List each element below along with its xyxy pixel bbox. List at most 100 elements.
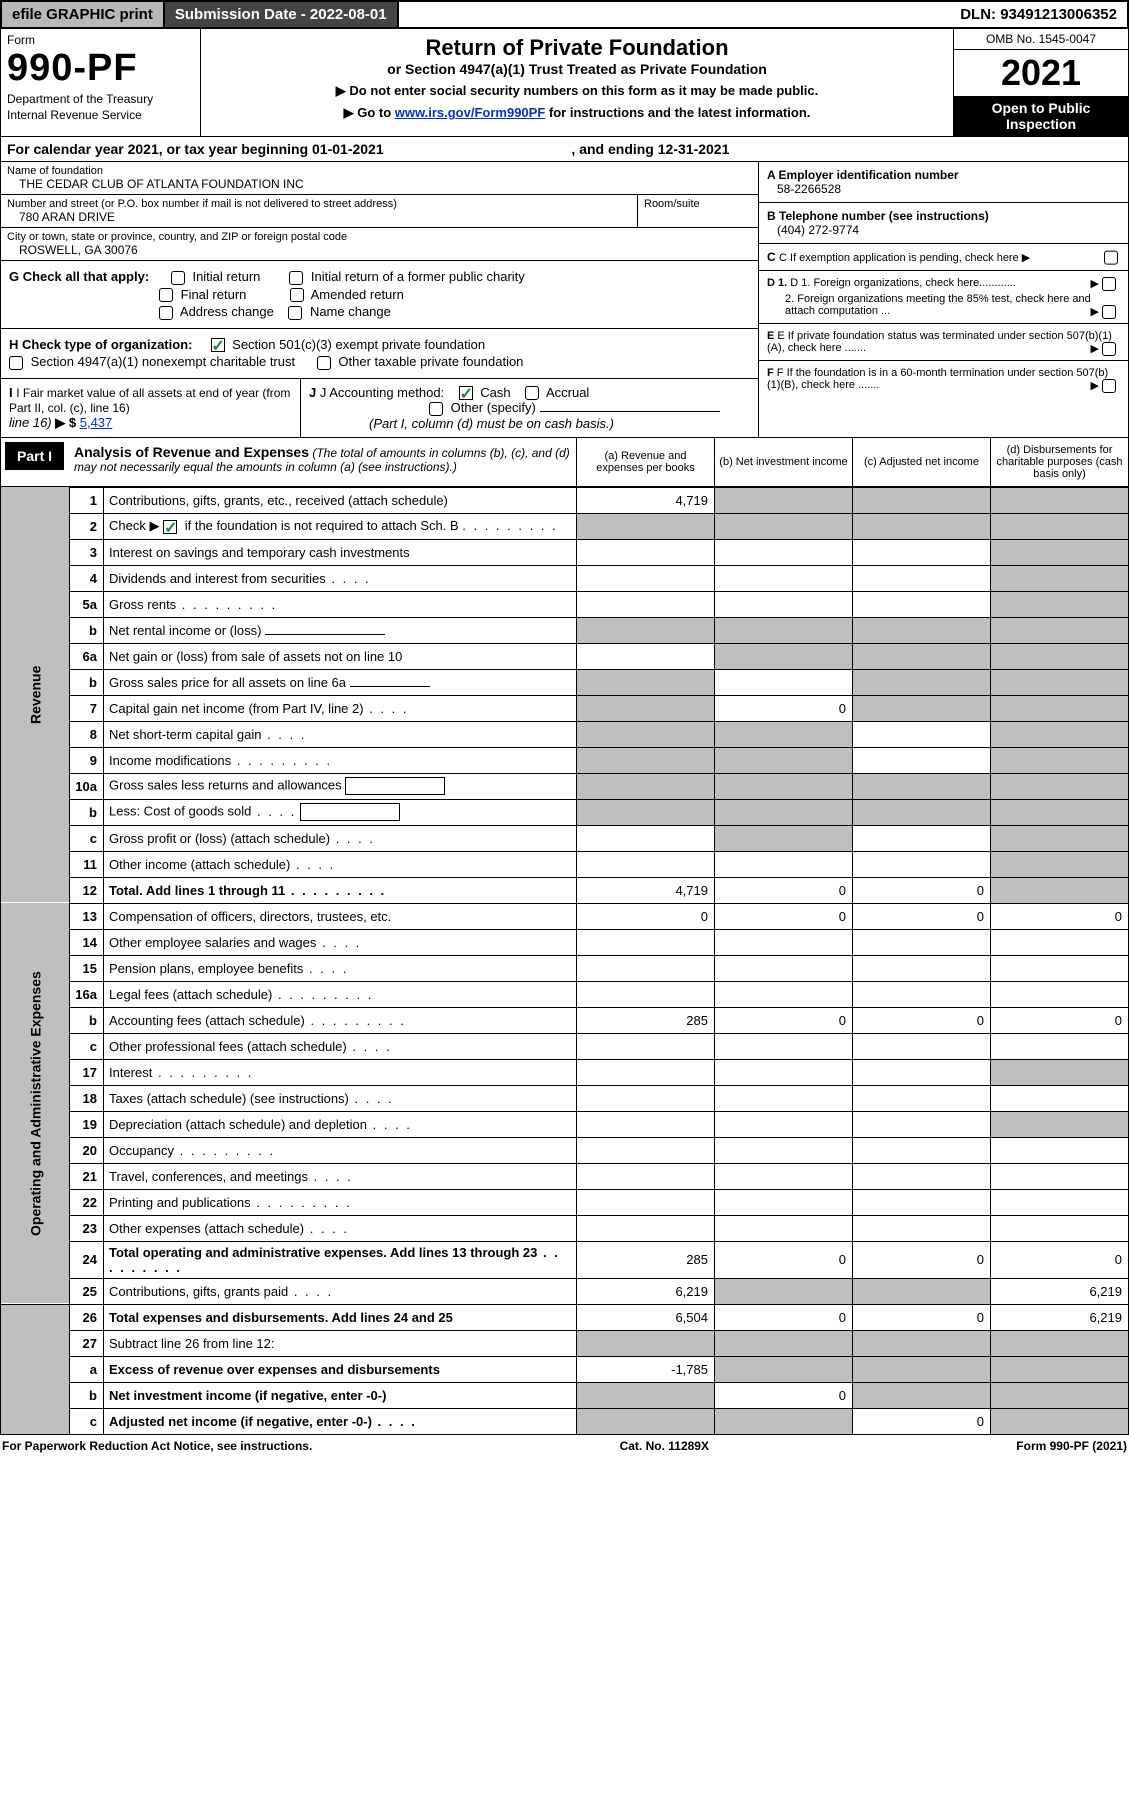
cal-begin: 01-01-2021	[312, 141, 384, 157]
line-16c-desc: Other professional fees (attach schedule…	[104, 1033, 577, 1059]
form-note-1: ▶ Do not enter social security numbers o…	[211, 83, 943, 99]
line-16a-desc: Legal fees (attach schedule)	[104, 981, 577, 1007]
line-24-d: 0	[991, 1241, 1129, 1278]
line-27b-desc: Net investment income (if negative, ente…	[104, 1382, 577, 1408]
line-11-desc: Other income (attach schedule)	[104, 851, 577, 877]
page-footer: For Paperwork Reduction Act Notice, see …	[0, 1435, 1129, 1457]
phone-label: B Telephone number (see instructions)	[767, 209, 989, 223]
form-word: Form	[7, 33, 194, 47]
line-21-desc: Travel, conferences, and meetings	[104, 1163, 577, 1189]
final-return-checkbox[interactable]	[159, 288, 173, 302]
line-4-desc: Dividends and interest from securities	[104, 565, 577, 591]
i-arrow: ▶ $	[55, 415, 76, 430]
col-c-header: (c) Adjusted net income	[852, 438, 990, 486]
other-method-checkbox[interactable]	[429, 402, 443, 416]
line-9-desc: Income modifications	[104, 747, 577, 773]
form-header: Form 990-PF Department of the Treasury I…	[0, 29, 1129, 137]
cal-mid: , and ending	[571, 141, 657, 157]
form-number: 990-PF	[7, 47, 194, 90]
omb-number: OMB No. 1545-0047	[954, 29, 1128, 50]
tax-year: 2021	[954, 50, 1128, 96]
line-13-a: 0	[577, 903, 715, 929]
cash-label: Cash	[480, 385, 510, 400]
line-22-desc: Printing and publications	[104, 1189, 577, 1215]
f-checkbox[interactable]	[1102, 379, 1116, 393]
e-checkbox[interactable]	[1102, 342, 1116, 356]
line-6a-desc: Net gain or (loss) from sale of assets n…	[104, 643, 577, 669]
line-7-desc: Capital gain net income (from Part IV, l…	[104, 695, 577, 721]
initial-former-checkbox[interactable]	[289, 271, 303, 285]
line-7-b: 0	[715, 695, 853, 721]
line-19-desc: Depreciation (attach schedule) and deple…	[104, 1111, 577, 1137]
ein-cell: A Employer identification number 58-2266…	[759, 162, 1128, 203]
form-note-2: ▶ Go to www.irs.gov/Form990PF for instru…	[211, 105, 943, 121]
col-a-header: (a) Revenue and expenses per books	[576, 438, 714, 486]
line-12-desc: Total. Add lines 1 through 11	[104, 877, 577, 903]
footer-right: Form 990-PF (2021)	[1016, 1439, 1127, 1453]
h-check-block: H Check type of organization: Section 50…	[1, 329, 758, 379]
4947a1-checkbox[interactable]	[9, 356, 23, 370]
form-title-block: Return of Private Foundation or Section …	[201, 29, 953, 136]
street-address: 780 ARAN DRIVE	[7, 210, 631, 224]
line-26-b: 0	[715, 1304, 853, 1330]
d1-checkbox[interactable]	[1102, 277, 1116, 291]
line-26-a: 6,504	[577, 1304, 715, 1330]
line-24-b: 0	[715, 1241, 853, 1278]
d-foreign-cell: D 1. D 1. Foreign organizations, check h…	[759, 271, 1128, 324]
form-subtitle: or Section 4947(a)(1) Trust Treated as P…	[211, 61, 943, 77]
line-12-c: 0	[853, 877, 991, 903]
line-16b-c: 0	[853, 1007, 991, 1033]
submission-date: Submission Date - 2022-08-01	[165, 2, 399, 27]
ein-label: A Employer identification number	[767, 168, 959, 182]
open-public-badge: Open to Public Inspection	[954, 96, 1128, 136]
line-2-desc: Check ▶ if the foundation is not require…	[104, 513, 577, 539]
line-14-desc: Other employee salaries and wages	[104, 929, 577, 955]
irs-label: Internal Revenue Service	[7, 108, 194, 122]
line-13-c: 0	[853, 903, 991, 929]
accrual-checkbox[interactable]	[525, 386, 539, 400]
line-12-a: 4,719	[577, 877, 715, 903]
fmv-value-link[interactable]: 5,437	[80, 415, 113, 430]
d2-label: 2. Foreign organizations meeting the 85%…	[785, 293, 1091, 317]
part1-desc: Analysis of Revenue and Expenses (The to…	[68, 438, 576, 486]
line-25-d: 6,219	[991, 1278, 1129, 1304]
line-27b-b: 0	[715, 1382, 853, 1408]
line-25-desc: Contributions, gifts, grants paid	[104, 1278, 577, 1304]
cash-checkbox[interactable]	[459, 386, 473, 400]
sch-b-checkbox[interactable]	[163, 520, 177, 534]
name-change-checkbox[interactable]	[288, 306, 302, 320]
initial-return-checkbox[interactable]	[171, 271, 185, 285]
note2-post: for instructions and the latest informat…	[549, 105, 810, 120]
line-27-desc: Subtract line 26 from line 12:	[104, 1330, 577, 1356]
e-terminated-cell: E E If private foundation status was ter…	[759, 324, 1128, 361]
line-13-desc: Compensation of officers, directors, tru…	[104, 903, 577, 929]
efile-topbar: efile GRAPHIC print Submission Date - 20…	[0, 0, 1129, 29]
d2-checkbox[interactable]	[1102, 305, 1116, 319]
address-change-label: Address change	[180, 304, 274, 319]
amended-return-checkbox[interactable]	[290, 288, 304, 302]
entity-info-grid: Name of foundation THE CEDAR CLUB OF ATL…	[0, 162, 1129, 438]
line-8-desc: Net short-term capital gain	[104, 721, 577, 747]
c-label: C If exemption application is pending, c…	[779, 252, 1030, 264]
line-10c-desc: Gross profit or (loss) (attach schedule)	[104, 825, 577, 851]
irs-link[interactable]: www.irs.gov/Form990PF	[395, 105, 546, 120]
form-id-block: Form 990-PF Department of the Treasury I…	[1, 29, 201, 136]
line-27c-c: 0	[853, 1408, 991, 1434]
accrual-label: Accrual	[546, 385, 589, 400]
line-18-desc: Taxes (attach schedule) (see instruction…	[104, 1085, 577, 1111]
f-label: F If the foundation is in a 60-month ter…	[767, 367, 1108, 391]
line-16b-a: 285	[577, 1007, 715, 1033]
h-label: H Check type of organization:	[9, 337, 192, 352]
line-5b-desc: Net rental income or (loss)	[104, 617, 577, 643]
c-checkbox[interactable]	[1104, 250, 1118, 264]
line-24-a: 285	[577, 1241, 715, 1278]
city-cell: City or town, state or province, country…	[1, 228, 758, 261]
e-label: E If private foundation status was termi…	[767, 330, 1112, 354]
other-taxable-checkbox[interactable]	[317, 356, 331, 370]
address-change-checkbox[interactable]	[159, 306, 173, 320]
part1-header: Part I Analysis of Revenue and Expenses …	[0, 438, 1129, 487]
501c3-checkbox[interactable]	[211, 338, 225, 352]
efile-print-button[interactable]: efile GRAPHIC print	[2, 2, 165, 27]
amended-return-label: Amended return	[311, 287, 404, 302]
dln-label: DLN: 93491213006352	[950, 2, 1127, 27]
